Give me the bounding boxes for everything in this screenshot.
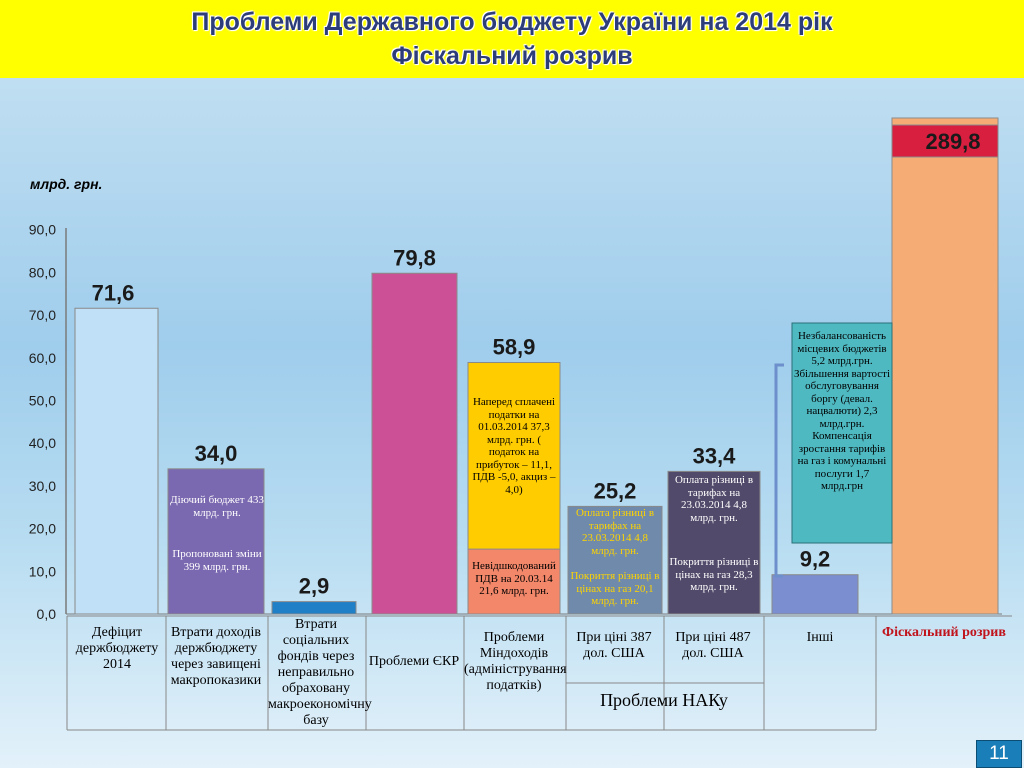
data-label-naku-387: 25,2 — [594, 478, 637, 503]
category-label-price-387: При ціні 387 дол. США — [576, 630, 652, 661]
bar-note-vat-refund: Невідшкодований ПДВ на 20.03.14 21,6 млр… — [472, 560, 556, 597]
bar-other — [771, 574, 859, 615]
bar-note-naku387-tariffs: Оплата різниці в тарифах на 23.03.2014 4… — [575, 507, 655, 557]
bar-revenue-losses — [167, 468, 265, 615]
page-subtitle: Фіскальний розрив — [391, 42, 633, 70]
data-label-mindohodiv: 58,9 — [493, 334, 536, 359]
category-label-fiscal-gap: Фіскальний розрив — [882, 625, 1006, 640]
bar-fiscal-gap-cap — [891, 124, 999, 158]
page-number: 11 — [976, 740, 1022, 768]
callout-other-box — [791, 322, 893, 544]
data-label-social-funds: 2,9 — [299, 574, 330, 599]
title-banner — [0, 0, 1024, 78]
category-label-mindohodiv: Проблеми Міндоходів (адміністрування под… — [464, 630, 567, 693]
data-label-fiscal-gap: 289,8 — [925, 129, 980, 154]
data-label-other: 9,2 — [800, 547, 831, 572]
category-label-other: Інші — [806, 630, 834, 645]
data-label-naku-487: 33,4 — [693, 443, 737, 468]
y-tick-label: 60,0 — [29, 350, 56, 366]
y-tick-label: 90,0 — [29, 222, 56, 238]
bar-note-naku487-gas: Покриття різниці в цінах на газ 28,3 млр… — [669, 556, 759, 593]
bar-naku-387 — [567, 505, 663, 615]
bar-mindohodiv-lower-segment — [467, 548, 561, 615]
data-label-deficit: 71,6 — [92, 280, 135, 305]
category-label-deficit: Дефіцит держбюджету 2014 — [75, 625, 159, 672]
bar-note-naku487-tariffs: Оплата різниці в тарифах на 23.03.2014 4… — [674, 474, 754, 524]
bar-note-prepaid-taxes: Наперед сплачені податки на 01.03.2014 3… — [472, 396, 556, 496]
bar-deficit — [74, 307, 159, 615]
bar-naku-487 — [667, 470, 761, 615]
bar-fiscal-gap — [891, 117, 999, 615]
bar-note-budget-current: Діючий бюджет 433 млрд. грн. — [170, 494, 264, 519]
data-label-ekr: 79,8 — [393, 245, 436, 270]
y-tick-label: 80,0 — [29, 264, 56, 280]
bar-note-naku387-gas: Покриття різниці в цінах на газ 20,1 млр… — [570, 570, 660, 607]
y-tick-label: 20,0 — [29, 521, 56, 537]
bar-note-budget-proposed: Пропоновані зміни 399 млрд. грн. — [172, 548, 262, 573]
category-label-revenue-losses: Втрати доходів держбюджету через завищен… — [170, 625, 262, 688]
category-label-ekr: Проблеми ЄКР — [368, 654, 460, 669]
category-label-price-487: При ціні 487 дол. США — [675, 630, 751, 661]
page-title: Проблеми Державного бюджету України на 2… — [191, 8, 833, 36]
bar-social-funds — [271, 601, 357, 615]
y-tick-label: 30,0 — [29, 478, 56, 494]
y-tick-label: 70,0 — [29, 307, 56, 323]
y-tick-label: 40,0 — [29, 435, 56, 451]
y-tick-label: 0,0 — [37, 606, 57, 622]
callout-other-bracket — [774, 363, 784, 578]
group-label-naku: Проблеми НАКу — [600, 690, 728, 710]
category-label-social-funds: Втрати соціальних фондів через неправиль… — [268, 617, 372, 728]
data-label-revenue-losses: 34,0 — [195, 441, 238, 466]
unit-label: млрд. грн. — [30, 176, 103, 192]
y-tick-label: 50,0 — [29, 393, 56, 409]
callout-other-note: Незбалансованість місцевих бюджетів 5,2 … — [793, 330, 891, 492]
bar-ekr — [371, 272, 458, 615]
y-tick-label: 10,0 — [29, 563, 56, 579]
